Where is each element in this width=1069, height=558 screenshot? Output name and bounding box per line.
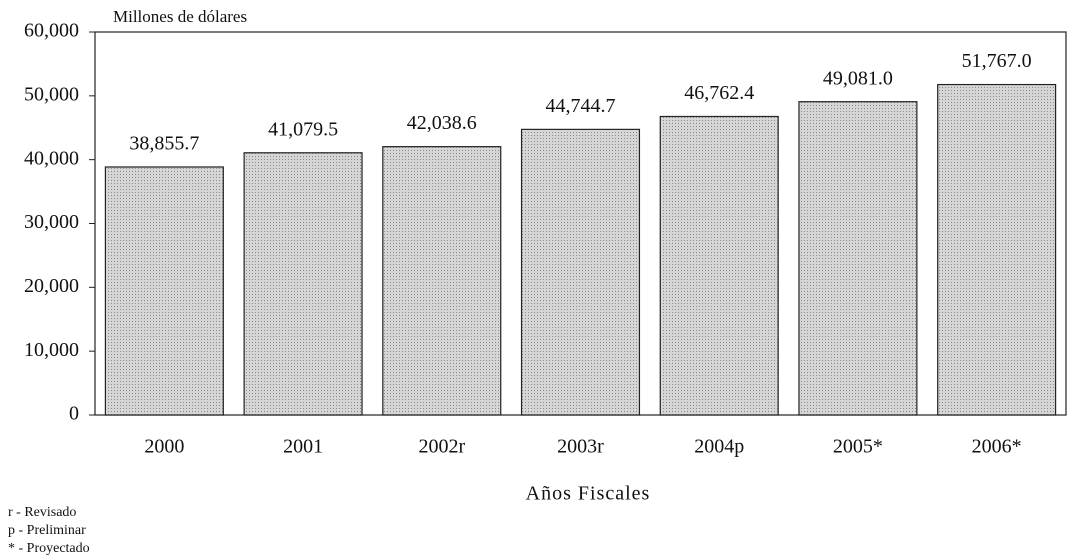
bar <box>104 166 224 416</box>
bar <box>382 146 502 416</box>
y-unit-label: Millones de dólares <box>113 7 247 26</box>
value-label: 38,855.7 <box>129 133 199 155</box>
value-label: 44,744.7 <box>546 95 616 117</box>
y-tick-label: 20,000 <box>24 275 79 297</box>
footnote: * - Proyectado <box>8 541 90 556</box>
bar <box>520 128 641 416</box>
footnote: r - Revisado <box>8 505 76 520</box>
bar <box>243 152 363 416</box>
x-tick-label: 2001 <box>283 436 323 458</box>
y-tick-label: 0 <box>69 403 79 425</box>
value-label: 51,767.0 <box>962 50 1032 72</box>
x-tick-label: 2003r <box>557 436 604 458</box>
x-tick-label: 2002r <box>418 436 465 458</box>
value-label: 41,079.5 <box>268 118 338 140</box>
value-label: 49,081.0 <box>823 67 893 89</box>
x-tick-label: 2006* <box>972 436 1022 458</box>
x-axis-title: Años Fiscales <box>526 483 651 505</box>
bar <box>798 101 918 416</box>
y-tick-label: 40,000 <box>24 147 79 169</box>
y-tick-label: 50,000 <box>24 83 79 105</box>
y-tick-label: 60,000 <box>24 20 79 42</box>
bar <box>937 83 1057 416</box>
x-tick-label: 2004p <box>694 436 744 458</box>
x-tick-label: 2005* <box>833 436 883 458</box>
value-label: 46,762.4 <box>684 82 754 104</box>
bar <box>659 115 779 416</box>
y-tick-label: 30,000 <box>24 211 79 233</box>
footnote: p - Preliminar <box>8 523 86 538</box>
y-tick-label: 10,000 <box>24 339 79 361</box>
value-label: 42,038.6 <box>407 112 477 134</box>
x-tick-label: 2000 <box>144 436 184 458</box>
